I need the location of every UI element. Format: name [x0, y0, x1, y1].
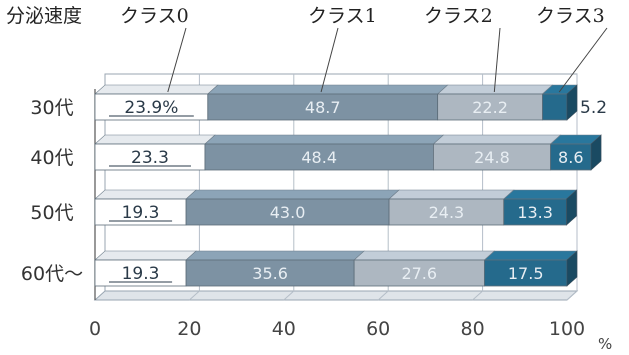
bar-segment [353, 259, 485, 287]
legend-title: 分泌速度 [6, 5, 82, 27]
axis-layer: % 0 20 40 60 80 100 [89, 318, 612, 353]
legend-label-class3: クラス3 [536, 5, 605, 27]
bar-segment-top [94, 189, 197, 200]
bar-segment-top [483, 250, 578, 261]
x-tick-label: 0 [89, 318, 101, 340]
bar-segment [204, 143, 434, 171]
bar-segment-top [185, 189, 400, 200]
bar-segment-top [207, 84, 449, 95]
bar-segment [503, 198, 567, 226]
value-label: 17.5 [508, 264, 544, 283]
value-label: 24.8 [474, 148, 510, 167]
gridline-floor-40 [283, 290, 295, 301]
value-label: 23.3 [131, 148, 169, 168]
value-label: 13.3 [517, 203, 553, 222]
bar-segment-side [566, 84, 578, 121]
value-label: 48.4 [301, 148, 337, 167]
legend-label-class1: クラス1 [308, 5, 377, 27]
gridline-floor-60 [377, 290, 389, 301]
category-label: 30代 [30, 97, 73, 119]
x-tick-label: 20 [177, 318, 201, 340]
labels-layer: 30代 23.9% 48.7 22.2 5.2 40代 23.3 48.4 24.8 8.6 50代… [21, 97, 607, 285]
value-label: 48.7 [305, 98, 341, 117]
legend-leader-line-0 [167, 27, 187, 93]
bar-segment [185, 198, 390, 226]
legend-leader-line-3 [558, 27, 608, 93]
bar-segment [388, 198, 505, 226]
legend-leader-line-1 [320, 27, 339, 93]
value-label: 19.3 [122, 264, 160, 284]
gridline-floor-20 [189, 290, 200, 301]
bar-segment-top [94, 84, 219, 95]
value-label: 43.0 [270, 203, 306, 222]
bar-segment-top [94, 250, 197, 261]
value-label: 8.6 [558, 148, 583, 167]
bar-segment-top [204, 134, 445, 145]
x-tick-label: 80 [461, 318, 485, 340]
value-label: 24.3 [429, 203, 465, 222]
legend-leader-line-2 [493, 27, 501, 93]
value-label: 27.6 [401, 264, 437, 283]
bar-segment [550, 143, 592, 171]
bar-segment-top [388, 189, 515, 200]
bar-segment-top [353, 250, 496, 261]
bar-segment-side [566, 250, 578, 287]
value-label: 22.2 [472, 98, 508, 117]
bar-segment [483, 259, 568, 287]
category-label: 50代 [30, 202, 73, 224]
bar-segment-side [566, 189, 577, 226]
bar-segment-top [94, 134, 216, 145]
legend-label-class0: クラス0 [120, 5, 189, 27]
value-label: 5.2 [580, 98, 607, 118]
x-axis-unit: % [598, 335, 612, 353]
bar-segment-top [502, 189, 578, 200]
x-tick-label: 100 [549, 318, 585, 340]
bar-segment [207, 93, 439, 121]
bar-segment [437, 93, 543, 121]
bar-segment-top [185, 250, 365, 261]
bar-segment [542, 93, 568, 121]
gridline-floor-80 [472, 290, 483, 301]
bars-layer [94, 84, 602, 287]
value-label: 35.6 [252, 264, 288, 283]
bar-segment-top [432, 134, 562, 145]
plot-floor [93, 290, 579, 301]
value-label: 19.3 [122, 203, 160, 223]
x-tick-label: 60 [366, 318, 390, 340]
x-tick-label: 40 [272, 318, 296, 340]
legend-label-class2: クラス2 [424, 5, 493, 27]
bar-segment-side [590, 134, 602, 171]
value-label: 23.9% [124, 98, 178, 118]
category-label: 40代 [30, 147, 73, 169]
legend-layer: 分泌速度 クラス0 クラス1 クラス2 クラス3 [6, 5, 608, 93]
category-label: 60代〜 [21, 263, 83, 285]
gridline-floor-100 [566, 290, 578, 301]
